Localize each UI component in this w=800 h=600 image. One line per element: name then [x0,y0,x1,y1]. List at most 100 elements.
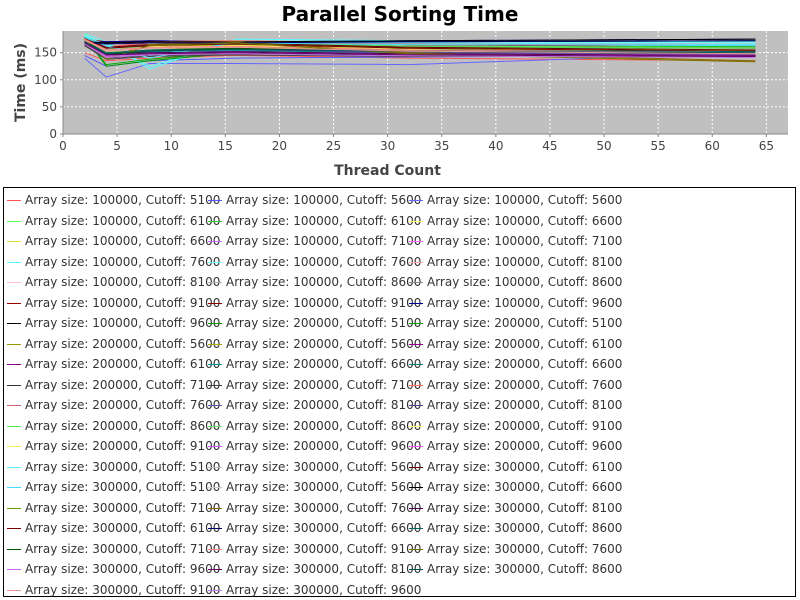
legend-swatch [208,302,222,304]
legend-swatch [409,261,423,263]
legend-label: Array size: 200000, Cutoff: 6100 [427,336,623,351]
legend-label: Array size: 200000, Cutoff: 5600 [25,336,221,351]
x-tick-label: 45 [542,139,557,153]
line-chart: 0 5 10 15 20 25 30 35 40 45 50 55 60 65 0 50 100 150 Threa… [13,31,788,179]
legend-label: Array size: 300000, Cutoff: 5600 [226,459,422,474]
legend-label: Array size: 100000, Cutoff: 6100 [226,213,422,228]
legend-label: Array size: 300000, Cutoff: 9600 [226,582,422,597]
legend-swatch [208,425,222,427]
legend-swatch [208,528,222,529]
x-tick-label: 5 [113,139,121,153]
legend-swatch [7,200,21,201]
legend-label: Array size: 100000, Cutoff: 7600 [226,254,422,269]
legend-label: Array size: 300000, Cutoff: 8100 [226,562,422,576]
legend-swatch [7,282,21,283]
legend-swatch [7,405,21,406]
y-tick-label: 150 [34,46,57,60]
series-line [84,38,756,44]
series-line [84,43,756,59]
legend-swatch [208,487,222,488]
legend-label: Array size: 100000, Cutoff: 6600 [427,213,623,228]
series-line [84,38,756,54]
legend-label: Array size: 100000, Cutoff: 9100 [25,295,221,310]
legend-label: Array size: 200000, Cutoff: 7100 [25,377,221,392]
legend-swatch [409,466,423,468]
legend-label: Array size: 300000, Cutoff: 6600 [226,521,422,535]
x-tick-label: 10 [164,139,179,153]
legend-swatch [208,364,222,365]
legend-swatch [208,507,222,509]
x-tick-label: 35 [434,139,449,153]
legend-swatch [409,548,423,550]
legend-swatch [7,220,21,222]
legend-label: Array size: 200000, Cutoff: 8600 [25,418,221,433]
legend-swatch [7,241,21,242]
x-tick-label: 60 [705,139,720,153]
legend-swatch [7,466,21,468]
legend-swatch [409,507,423,509]
legend-label: Array size: 200000, Cutoff: 9100 [427,418,623,433]
legend-swatch [208,384,222,386]
legend-label: Array size: 200000, Cutoff: 8600 [226,418,422,433]
legend-swatch [7,384,21,386]
series-line [84,42,756,57]
legend-swatch [409,405,423,406]
x-tick-label: 0 [59,139,67,153]
legend-label: Array size: 100000, Cutoff: 8600 [226,275,422,289]
legend-swatch [208,569,222,570]
legend-label: Array size: 200000, Cutoff: 5600 [226,336,422,351]
y-tick-label: 50 [42,100,57,114]
legend-label: Array size: 100000, Cutoff: 5600 [226,193,422,207]
legend-swatch [409,282,423,283]
legend-label: Array size: 100000, Cutoff: 8600 [427,275,623,289]
legend-label: Array size: 300000, Cutoff: 8600 [427,562,623,576]
legend-label: Array size: 100000, Cutoff: 9600 [25,316,221,330]
legend-swatch [7,446,21,447]
legend-label: Array size: 100000, Cutoff: 7600 [25,254,221,269]
legend-label: Array size: 300000, Cutoff: 9100 [25,582,221,597]
legend-swatch [409,364,423,365]
legend-label: Array size: 200000, Cutoff: 7600 [25,398,221,412]
legend-label: Array size: 300000, Cutoff: 7100 [25,541,221,556]
x-tick-label: 55 [651,139,666,153]
legend-swatch [208,200,222,201]
legend-label: Array size: 200000, Cutoff: 9100 [25,439,221,453]
legend-label: Array size: 300000, Cutoff: 7100 [25,500,221,515]
legend-label: Array size: 300000, Cutoff: 8100 [427,500,623,515]
y-tick-label: 100 [34,73,57,87]
legend-swatch [7,548,21,550]
legend-label: Array size: 200000, Cutoff: 7600 [427,377,623,392]
legend-label: Array size: 300000, Cutoff: 6600 [427,480,623,494]
legend-swatch [409,302,423,304]
legend-swatch [409,487,423,488]
legend-swatch [7,487,21,488]
legend-swatch [208,220,222,222]
legend-swatch [409,569,423,570]
legend-swatch [7,323,21,324]
legend-swatch [409,200,423,201]
legend-swatch [409,528,423,529]
legend-swatch [7,528,21,529]
series-line [84,39,756,55]
legend-label: Array size: 200000, Cutoff: 9600 [427,439,623,453]
legend-swatch [7,569,21,570]
legend-swatch [7,425,21,427]
legend-label: Array size: 100000, Cutoff: 7100 [226,234,422,248]
legend-swatch [409,384,423,386]
x-tick-label: 20 [272,139,287,153]
x-tick-label: 30 [380,139,395,153]
legend-label: Array size: 300000, Cutoff: 6100 [25,521,221,535]
legend-swatch [208,261,222,263]
legend-swatch [7,507,21,509]
legend-label: Array size: 200000, Cutoff: 7100 [226,377,422,392]
series-line [84,40,756,45]
legend-label: Array size: 200000, Cutoff: 8100 [226,398,422,412]
legend-swatch [409,220,423,222]
legend-label: Array size: 100000, Cutoff: 8100 [25,275,221,289]
legend-swatch [208,466,222,468]
x-tick-label: 50 [596,139,611,153]
legend-swatch [208,405,222,406]
legend-swatch [7,364,21,365]
legend-label: Array size: 200000, Cutoff: 8100 [427,398,623,412]
legend-label: Array size: 100000, Cutoff: 7100 [427,234,623,248]
